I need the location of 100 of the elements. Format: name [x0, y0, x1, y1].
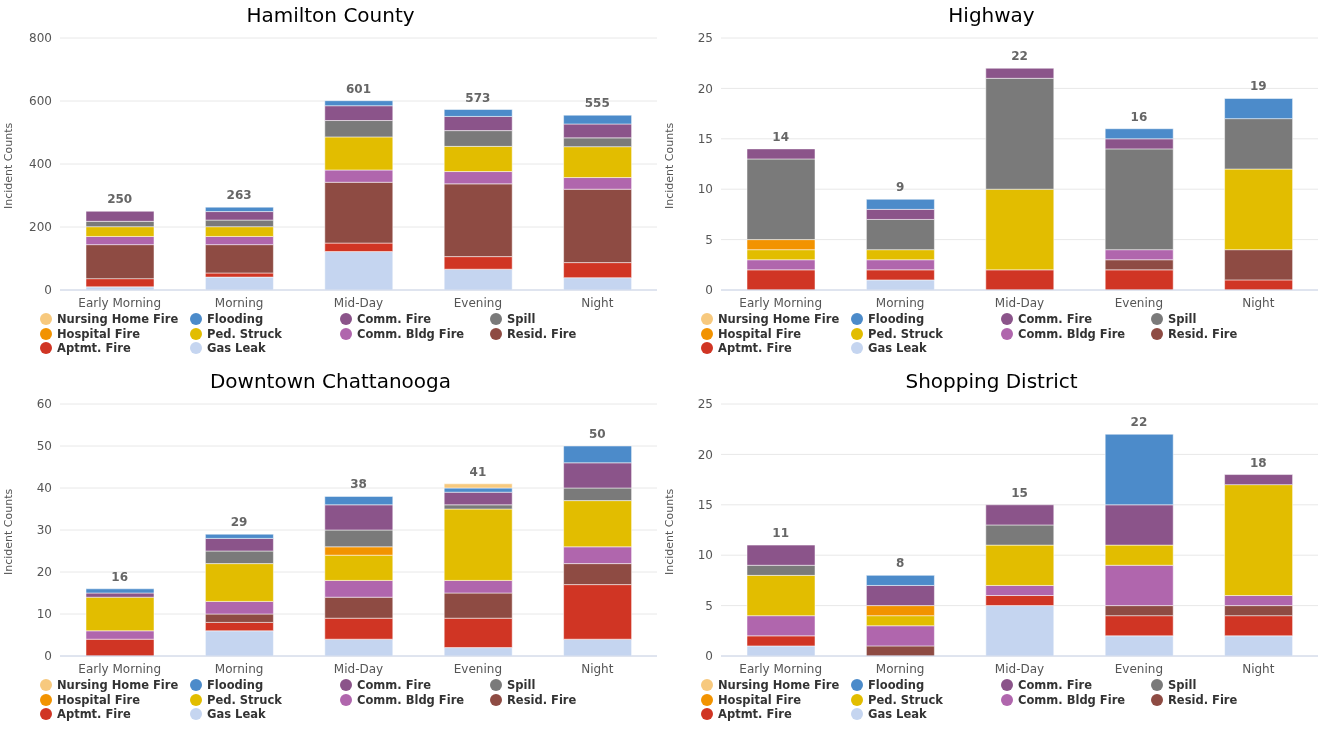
- legend-label: Spill: [507, 678, 536, 693]
- x-tick-label: Early Morning: [739, 661, 823, 676]
- legend-label: Ped. Struck: [868, 326, 943, 341]
- x-tick-label: Mid-Day: [333, 295, 384, 310]
- legend-label: Spill: [1168, 678, 1197, 693]
- y-tick-label: 600: [29, 94, 52, 109]
- chart-title: Downtown Chattanooga: [208, 368, 453, 395]
- chart-title: Highway: [947, 2, 1036, 29]
- x-tick-label: Evening: [453, 295, 503, 310]
- x-tick-label: Early Morning: [78, 295, 162, 310]
- y-tick-label: 0: [44, 283, 52, 298]
- y-tick-label: 25: [697, 31, 713, 46]
- total-label: 38: [350, 477, 367, 492]
- y-tick-label: 200: [29, 220, 52, 235]
- legend-label: Nursing Home Fire: [57, 312, 179, 327]
- total-label: 18: [1249, 455, 1267, 470]
- x-tick-label: Morning: [875, 661, 925, 676]
- legend-label: Gas Leak: [207, 341, 266, 356]
- legend-label: Ped. Struck: [207, 326, 282, 341]
- legend-label: Hospital Fire: [718, 692, 802, 707]
- total-label: 9: [895, 180, 905, 195]
- legend-label: Aptmt. Fire: [718, 707, 792, 722]
- x-tick-label: Night: [581, 295, 614, 310]
- x-tick-label: Evening: [453, 661, 503, 676]
- y-tick-label: 40: [36, 481, 52, 496]
- y-tick-label: 15: [697, 498, 713, 513]
- y-axis-title: Incident Counts: [662, 488, 676, 575]
- legend-label: Spill: [1168, 312, 1197, 327]
- legend-label: Gas Leak: [868, 341, 927, 356]
- y-tick-label: 25: [697, 397, 713, 412]
- legend-label: Resid. Fire: [507, 692, 577, 707]
- legend-label: Flooding: [207, 678, 264, 693]
- legend-label: Flooding: [207, 312, 264, 327]
- legend-label: Hospital Fire: [718, 326, 802, 341]
- x-tick-label: Early Morning: [78, 661, 162, 676]
- x-tick-label: Mid-Day: [994, 661, 1045, 676]
- legend-label: Nursing Home Fire: [57, 678, 179, 693]
- total-label: 19: [1249, 79, 1267, 94]
- legend-label: Aptmt. Fire: [57, 341, 131, 356]
- x-tick-label: Morning: [875, 295, 925, 310]
- legend-label: Comm. Fire: [357, 678, 431, 693]
- total-label: 8: [895, 556, 905, 571]
- total-label: 14: [772, 129, 790, 144]
- y-axis-title: Incident Counts: [662, 122, 676, 209]
- y-tick-label: 5: [705, 232, 713, 247]
- legend-label: Aptmt. Fire: [718, 341, 792, 356]
- legend-label: Comm. Bldg Fire: [1018, 692, 1126, 707]
- legend-label: Hospital Fire: [57, 692, 141, 707]
- bar: [85, 588, 155, 594]
- legend-label: Resid. Fire: [507, 326, 577, 341]
- y-axis-title: Incident Counts: [1, 488, 15, 575]
- legend-label: Comm. Bldg Fire: [357, 692, 465, 707]
- total-label: 16: [111, 569, 129, 584]
- legend-label: Flooding: [868, 312, 925, 327]
- y-tick-label: 5: [705, 598, 713, 613]
- total-label: 22: [1130, 415, 1148, 430]
- x-tick-label: Evening: [1114, 661, 1164, 676]
- legend-label: Resid. Fire: [1168, 326, 1238, 341]
- y-tick-label: 20: [697, 447, 713, 462]
- y-tick-label: 20: [36, 565, 52, 580]
- x-tick-label: Morning: [214, 295, 264, 310]
- total-label: 50: [588, 427, 606, 441]
- legend-label: Comm. Fire: [357, 312, 431, 327]
- total-label: 11: [772, 526, 790, 541]
- total-label: 555: [584, 96, 610, 111]
- y-tick-label: 0: [705, 283, 713, 298]
- legend-label: Aptmt. Fire: [57, 707, 131, 722]
- y-tick-label: 10: [36, 607, 52, 622]
- y-tick-label: 0: [44, 649, 52, 664]
- total-label: 29: [230, 515, 248, 530]
- legend-label: Resid. Fire: [1168, 692, 1238, 707]
- x-tick-label: Mid-Day: [333, 661, 384, 676]
- x-tick-label: Evening: [1114, 295, 1164, 310]
- y-tick-label: 50: [36, 439, 52, 454]
- legend-label: Nursing Home Fire: [718, 312, 840, 327]
- total-label: 15: [1011, 485, 1028, 500]
- legend-label: Comm. Bldg Fire: [1018, 326, 1126, 341]
- total-label: 573: [465, 90, 491, 105]
- x-tick-label: Early Morning: [739, 295, 823, 310]
- legend-label: Hospital Fire: [57, 326, 141, 341]
- legend-label: Ped. Struck: [207, 692, 282, 707]
- legend-label: Gas Leak: [207, 707, 266, 722]
- y-tick-label: 0: [705, 649, 713, 664]
- x-tick-label: Morning: [214, 661, 264, 676]
- legend-label: Ped. Struck: [868, 692, 943, 707]
- y-tick-label: 800: [29, 31, 52, 46]
- x-tick-label: Mid-Day: [994, 295, 1045, 310]
- legend-label: Comm. Fire: [1018, 312, 1092, 327]
- x-tick-label: Night: [1242, 661, 1275, 676]
- y-tick-label: 10: [697, 182, 713, 197]
- y-tick-label: 20: [697, 81, 713, 96]
- total-label: 16: [1130, 109, 1148, 124]
- legend-label: Gas Leak: [868, 707, 927, 722]
- legend-label: Spill: [507, 312, 536, 327]
- legend-label: Flooding: [868, 678, 925, 693]
- legend-label: Comm. Fire: [1018, 678, 1092, 693]
- chart-title: Shopping District: [904, 368, 1079, 395]
- y-axis-title: Incident Counts: [1, 122, 15, 209]
- y-tick-label: 400: [29, 157, 52, 172]
- y-tick-label: 15: [697, 132, 713, 147]
